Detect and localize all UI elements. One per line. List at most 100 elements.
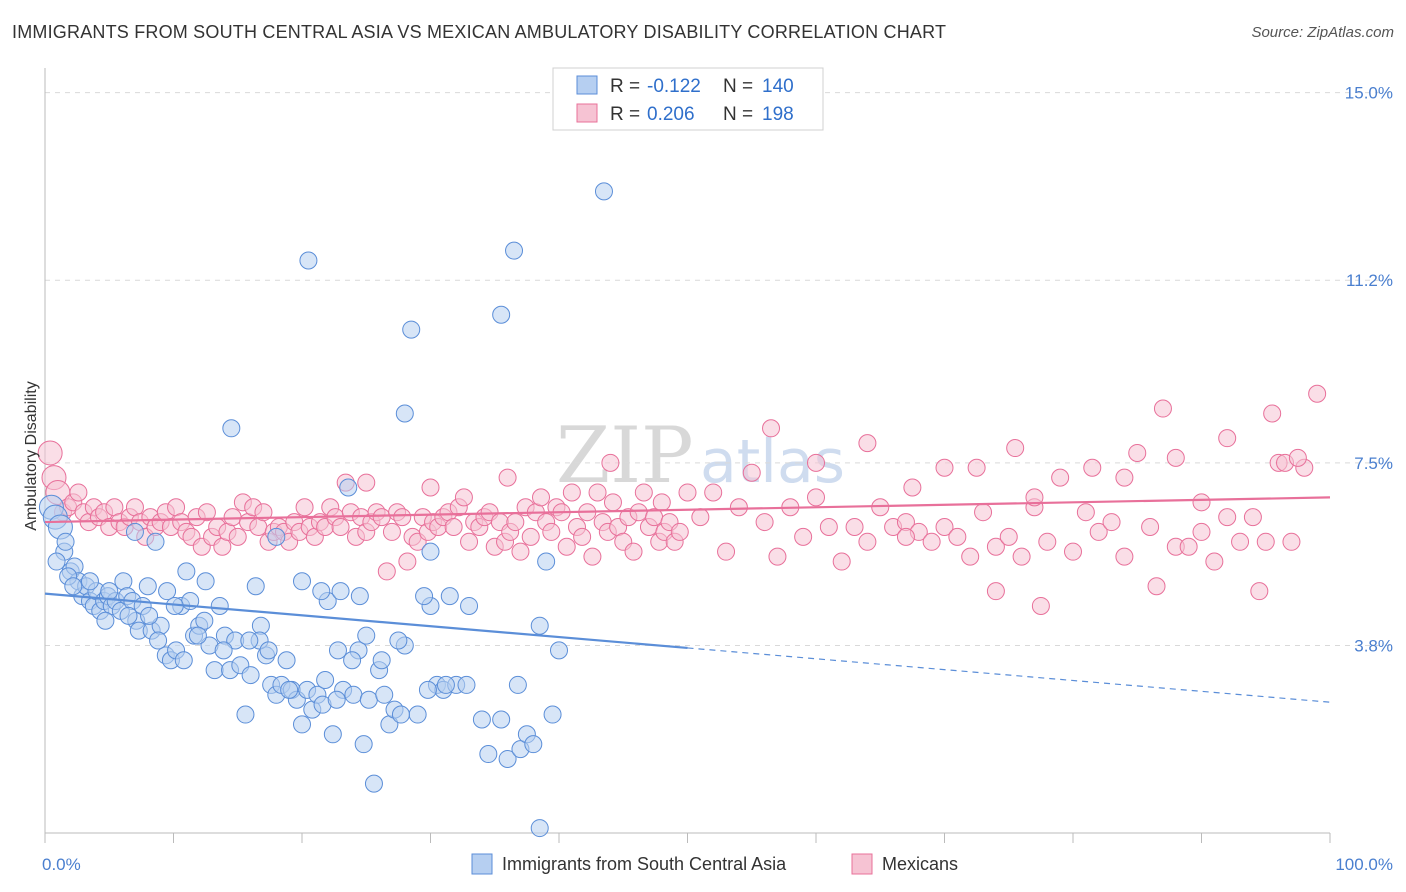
immigrants-point — [343, 651, 362, 670]
mexicans-point — [295, 498, 314, 517]
immigrants-point — [100, 582, 119, 601]
mexicans-point — [1102, 513, 1121, 532]
immigrants-point — [550, 641, 568, 660]
immigrants-point — [402, 320, 421, 339]
immigrants-trend-line — [44, 592, 688, 650]
immigrants-point — [440, 587, 459, 606]
y-tick-labels: 3.8% 7.5% 11.2% 15.0% — [1345, 84, 1393, 656]
immigrants-point — [64, 577, 83, 596]
immigrants-point — [205, 661, 224, 680]
immigrants-point — [138, 577, 157, 596]
mexicans-point — [557, 537, 576, 556]
mexicans-point — [1115, 547, 1134, 566]
mexicans-point — [1128, 443, 1147, 462]
mexicans-point — [583, 547, 602, 566]
legend-swatch-blue — [576, 75, 598, 95]
mexicans-point — [197, 503, 216, 522]
mexicans-point — [935, 518, 954, 536]
mexicans-point — [601, 453, 620, 472]
y-tick-label-0: 3.8% — [1354, 636, 1393, 655]
mexicans-point — [794, 527, 813, 546]
mexicans-point — [832, 552, 851, 571]
immigrants-point — [472, 710, 491, 729]
immigrants-point — [543, 705, 562, 724]
y-tick-label-2: 11.2% — [1346, 271, 1393, 290]
mexicans-point — [331, 518, 350, 536]
mexicans-point — [1250, 582, 1269, 601]
y-tick-label-1: 7.5% — [1354, 454, 1393, 473]
mexicans-point — [1231, 532, 1250, 551]
mexicans-point — [922, 532, 941, 551]
mexicans-point — [1089, 522, 1108, 541]
mexicans-point — [1166, 448, 1185, 467]
mexicans-point — [819, 518, 838, 536]
mexicans-point — [532, 488, 551, 507]
mexicans-point — [967, 458, 986, 477]
mexicans-point — [254, 503, 273, 522]
immigrants-point — [280, 680, 299, 699]
mexicans-point — [1256, 532, 1275, 551]
mexicans-point — [69, 483, 88, 502]
immigrants-point — [316, 671, 335, 689]
mexicans-point — [588, 483, 607, 502]
mexicans-point — [1153, 399, 1172, 418]
legend-n-label-2: N = — [723, 104, 753, 125]
mexicans-point — [454, 488, 473, 507]
x-tick-label-1: 100.0% — [1335, 855, 1393, 874]
immigrants-point — [391, 705, 410, 724]
mexicans-point — [1192, 522, 1211, 541]
bottom-legend-swatch-pink — [851, 853, 873, 875]
immigrants-point — [328, 641, 347, 660]
immigrants-point — [214, 641, 233, 660]
legend-n-value-2: 198 — [762, 104, 794, 125]
immigrants-point — [158, 582, 177, 601]
mexicans-point — [1051, 468, 1070, 487]
immigrants-point — [140, 606, 159, 625]
immigrants-point — [236, 705, 255, 724]
legend-swatch-pink — [576, 103, 598, 123]
mexicans-point — [1288, 448, 1307, 467]
immigrants-point — [436, 675, 455, 694]
y-tick-label-3: 15.0% — [1345, 84, 1393, 103]
mexicans-point — [717, 542, 736, 561]
immigrants-point — [114, 572, 133, 591]
legend-frame — [552, 67, 824, 131]
immigrants-point — [344, 685, 363, 704]
immigrants-point — [312, 582, 331, 601]
immigrants-point — [421, 542, 440, 561]
immigrants-point — [395, 404, 414, 423]
mexicans-point — [421, 478, 440, 497]
bottom-legend: Immigrants from South Central Asia Mexic… — [471, 853, 958, 875]
bottom-legend-label-pink: Mexicans — [882, 854, 958, 874]
mexicans-point — [1031, 596, 1050, 615]
mexicans-point — [506, 513, 525, 532]
mexicans-point — [1282, 532, 1301, 551]
mexicans-point — [1006, 439, 1025, 458]
mexicans-point — [762, 419, 781, 438]
immigrants-point — [188, 626, 207, 645]
mexicans-point — [542, 522, 561, 541]
immigrants-point — [339, 478, 358, 497]
mexicans-point — [372, 508, 391, 527]
immigrants-point — [492, 710, 511, 729]
immigrants-point — [267, 527, 286, 546]
immigrants-point — [594, 182, 613, 201]
mexicans-point — [1218, 429, 1237, 448]
mexicans-point — [961, 547, 980, 566]
mexicans-point — [1218, 508, 1237, 527]
legend-r-value-2: 0.206 — [647, 104, 695, 125]
mexicans-point — [948, 527, 967, 546]
immigrants-point — [479, 745, 498, 764]
mexicans-point — [498, 468, 517, 487]
immigrants-point — [56, 532, 75, 551]
mexicans-point — [1205, 552, 1224, 571]
immigrants-point — [195, 611, 214, 630]
immigrants-point — [80, 572, 99, 591]
immigrants-point — [530, 819, 549, 838]
immigrants-point — [331, 582, 350, 601]
immigrants-point — [210, 596, 229, 615]
mexicans-point — [670, 522, 689, 541]
immigrants-point — [492, 305, 511, 324]
mexicans-point — [1064, 542, 1082, 561]
mexicans-point — [1115, 468, 1134, 487]
